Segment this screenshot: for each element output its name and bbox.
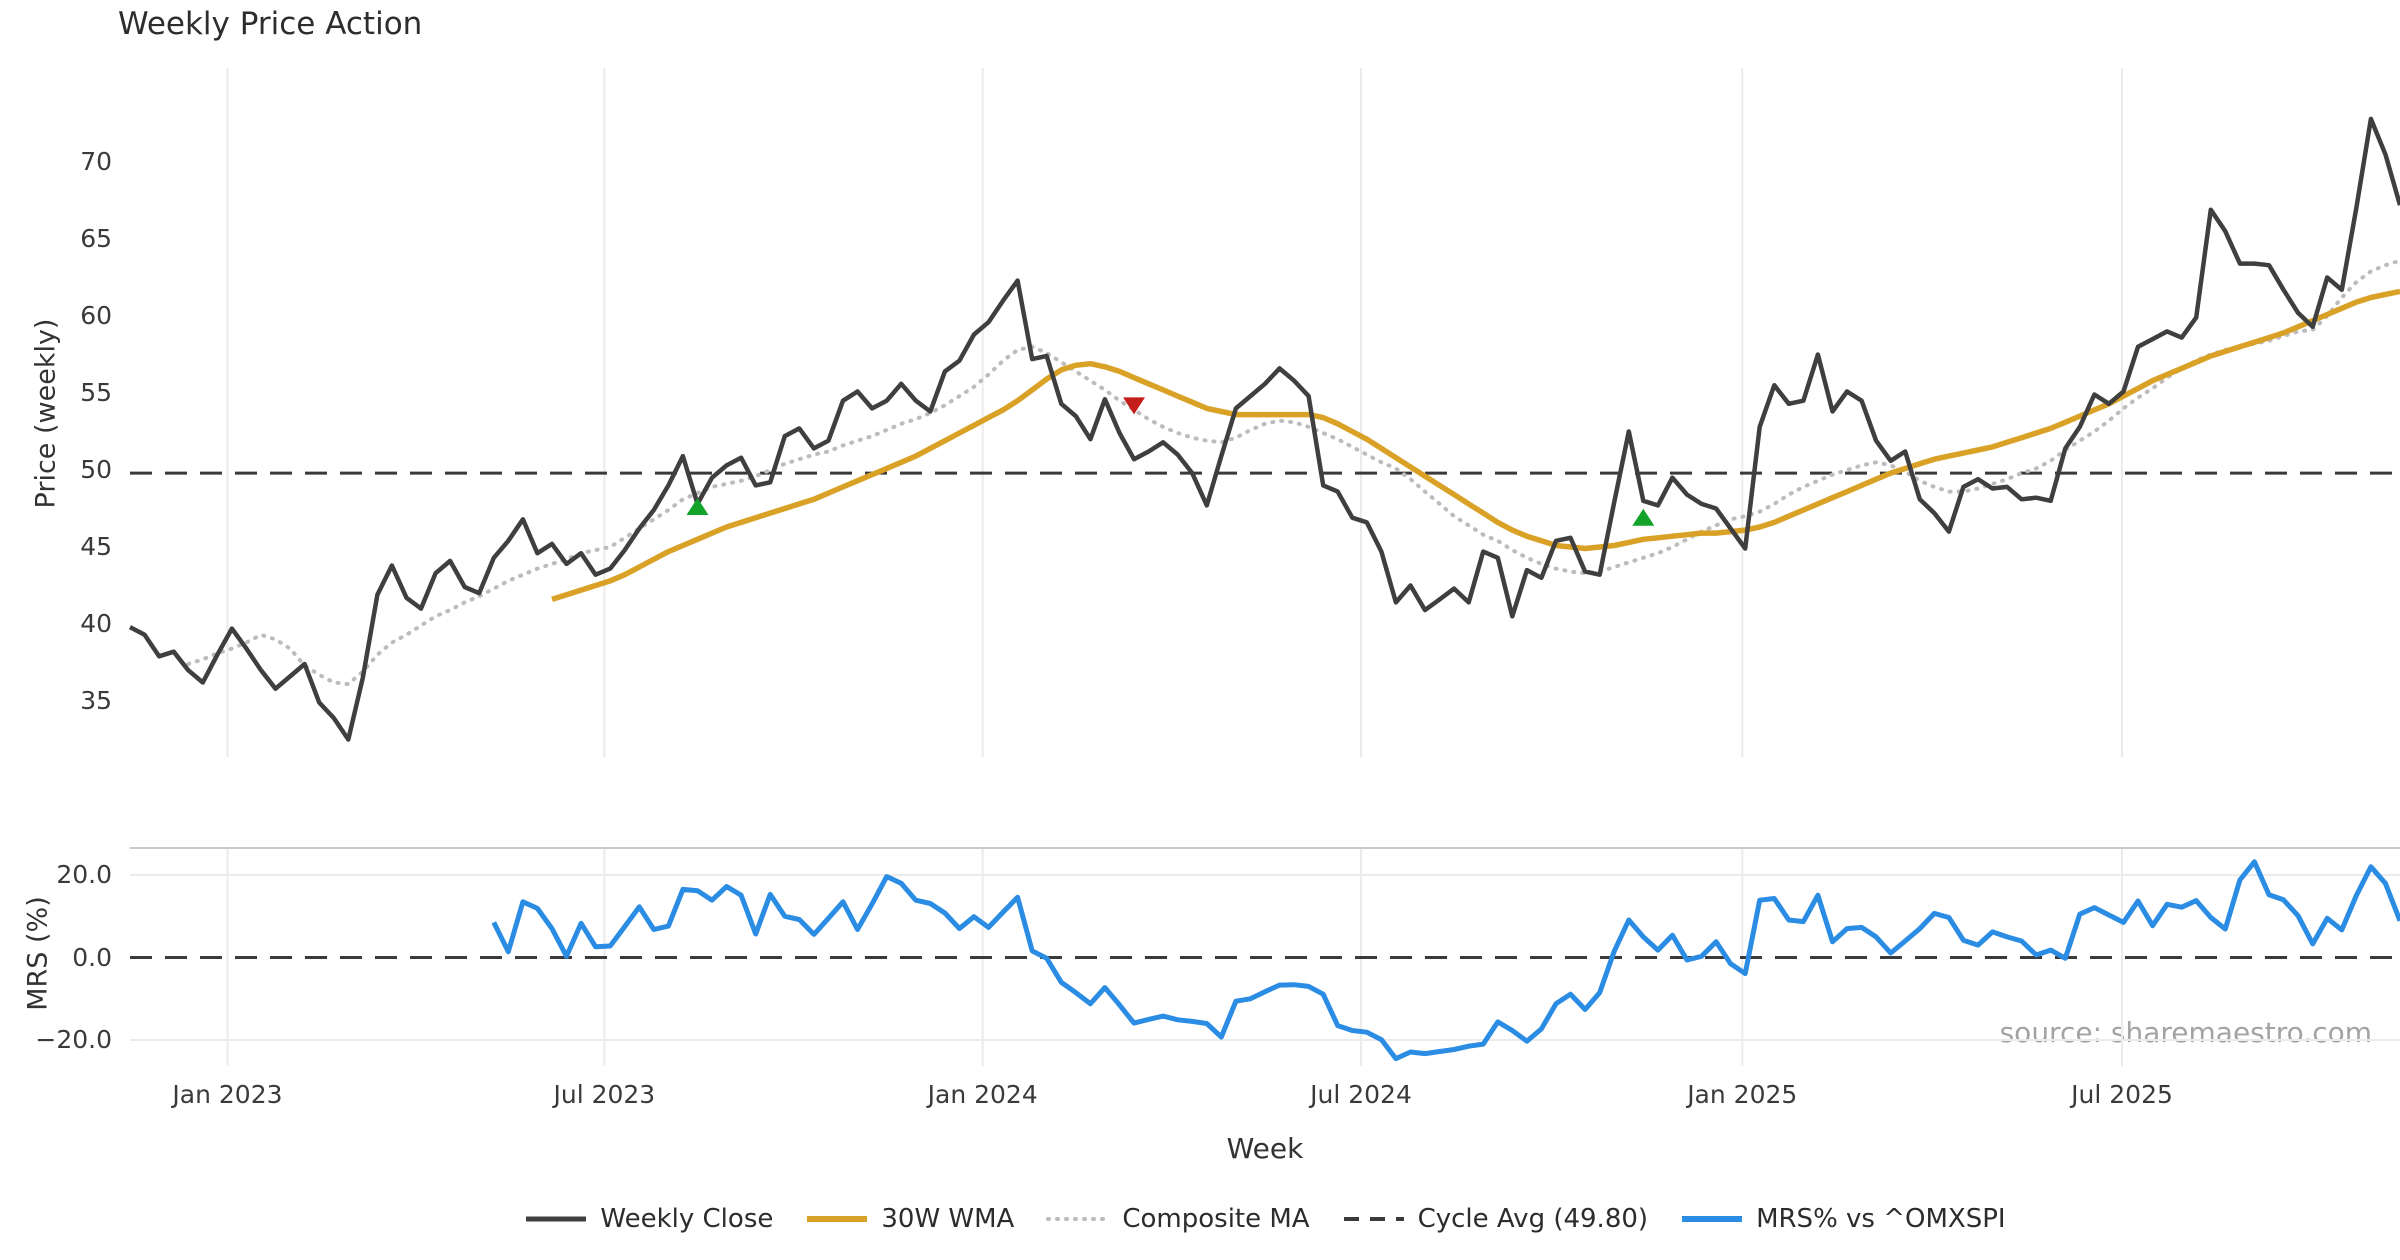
mrs-line xyxy=(491,859,2400,1062)
x-tick-label: Jul 2024 xyxy=(1310,1080,1412,1109)
x-tick-label: Jan 2025 xyxy=(1687,1080,1798,1109)
composite-ma-swatch-icon xyxy=(1046,1217,1111,1221)
weekly-close-line xyxy=(128,116,2400,742)
cycle-avg-swatch-icon xyxy=(1343,1217,1404,1221)
x-tick-label: Jan 2023 xyxy=(172,1080,283,1109)
mrs-tick-label: 20.0 xyxy=(56,860,112,889)
price-tick-label: 55 xyxy=(80,378,112,407)
price-tick-label: 50 xyxy=(80,455,112,484)
x-tick-label: Jul 2023 xyxy=(553,1080,656,1109)
legend-item: Weekly Close xyxy=(524,1204,773,1234)
legend-label: Cycle Avg (49.80) xyxy=(1417,1204,1649,1234)
source-credit: source: sharemaestro.com xyxy=(1999,1016,2372,1049)
legend-item: Composite MA xyxy=(1046,1204,1310,1234)
legend-label: Composite MA xyxy=(1122,1204,1310,1234)
legend-item: MRS% vs ^OMXSPI xyxy=(1680,1204,2006,1234)
price-tick-label: 35 xyxy=(80,686,112,715)
weekly-close-swatch-icon xyxy=(526,1216,587,1222)
sell-marker-icon xyxy=(1123,397,1146,415)
legend: Weekly Close 30W WMA Composite MA Cycle Avg… xyxy=(130,1204,2400,1234)
price-tick-label: 70 xyxy=(80,147,112,176)
x-tick-label: Jul 2025 xyxy=(2071,1080,2173,1109)
x-tick-label: Jan 2024 xyxy=(927,1080,1038,1109)
price-tick-label: 60 xyxy=(80,301,112,330)
wma-line xyxy=(551,288,2400,603)
legend-label: 30W WMA xyxy=(881,1204,1015,1234)
mrs-tick-label: 0.0 xyxy=(72,942,112,972)
chart-title: Weekly Price Action xyxy=(118,6,423,42)
price-tick-label: 65 xyxy=(80,224,112,253)
wma-swatch-icon xyxy=(807,1216,868,1222)
price-tick-label: 45 xyxy=(80,532,112,561)
legend-item: 30W WMA xyxy=(805,1204,1014,1234)
price-tick-label: 40 xyxy=(80,609,112,638)
mrs-swatch-icon xyxy=(1682,1216,1743,1222)
mrs-tick-label: −20.0 xyxy=(35,1025,112,1054)
legend-label: Weekly Close xyxy=(600,1204,774,1234)
x-axis-label: Week xyxy=(1226,1132,1304,1165)
legend-label: MRS% vs ^OMXSPI xyxy=(1756,1204,2006,1234)
buy-marker-icon xyxy=(686,497,709,515)
buy-marker-icon xyxy=(1632,508,1655,526)
legend-item: Cycle Avg (49.80) xyxy=(1342,1204,1648,1234)
